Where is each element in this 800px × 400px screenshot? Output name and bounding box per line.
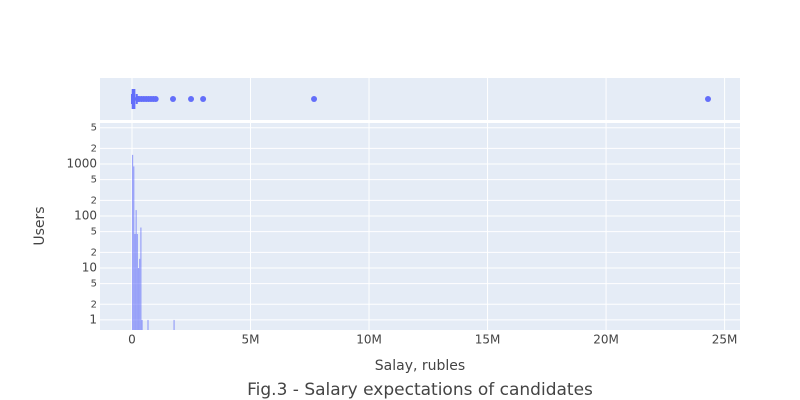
histogram-bar xyxy=(132,154,134,330)
y-tick-label: 1 xyxy=(89,312,97,326)
box-outlier xyxy=(200,96,207,102)
histogram-bar xyxy=(141,319,143,330)
y-axis-title: Users xyxy=(32,206,48,245)
x-axis-title: Salay, rubles xyxy=(375,358,465,374)
y-tick-label: 5 xyxy=(91,175,97,186)
y-tick-label: 5 xyxy=(91,123,97,134)
y-tick-label: 10 xyxy=(82,260,97,274)
y-tick-label: 100 xyxy=(74,208,97,222)
histogram-bar xyxy=(133,166,135,330)
histogram-bar xyxy=(173,319,175,330)
box-plot-area xyxy=(100,78,740,120)
histogram-bar xyxy=(135,210,137,330)
box-outlier xyxy=(170,96,177,102)
x-tick-label: 15M xyxy=(475,333,501,347)
y-tick-label: 5 xyxy=(91,227,97,238)
x-tick-label: 25M xyxy=(712,333,738,347)
x-tick-label: 5M xyxy=(242,333,260,347)
x-tick-label: 0 xyxy=(128,333,136,347)
x-tick-label: 20M xyxy=(593,333,619,347)
histogram-bar xyxy=(140,227,142,330)
histogram-bar xyxy=(147,319,149,330)
box-outlier xyxy=(188,96,195,102)
y-tick-label: 2 xyxy=(91,247,97,258)
chart-title: Fig.3 - Salary expectations of candidate… xyxy=(247,380,593,400)
y-tick-label: 5 xyxy=(91,279,97,290)
histogram-bar xyxy=(139,258,141,330)
y-tick-label: 2 xyxy=(91,299,97,310)
x-tick-label: 10M xyxy=(356,333,382,347)
box-outlier xyxy=(152,96,159,102)
histogram-bar xyxy=(134,234,136,330)
y-tick-label: 1000 xyxy=(66,157,97,171)
y-tick-label: 2 xyxy=(91,143,97,154)
histogram-bar xyxy=(137,267,140,330)
histogram-plot-area xyxy=(100,123,740,330)
histogram-bar xyxy=(136,234,138,330)
box-outlier xyxy=(311,96,318,102)
y-tick-label: 2 xyxy=(91,195,97,206)
box-outlier xyxy=(705,96,711,102)
